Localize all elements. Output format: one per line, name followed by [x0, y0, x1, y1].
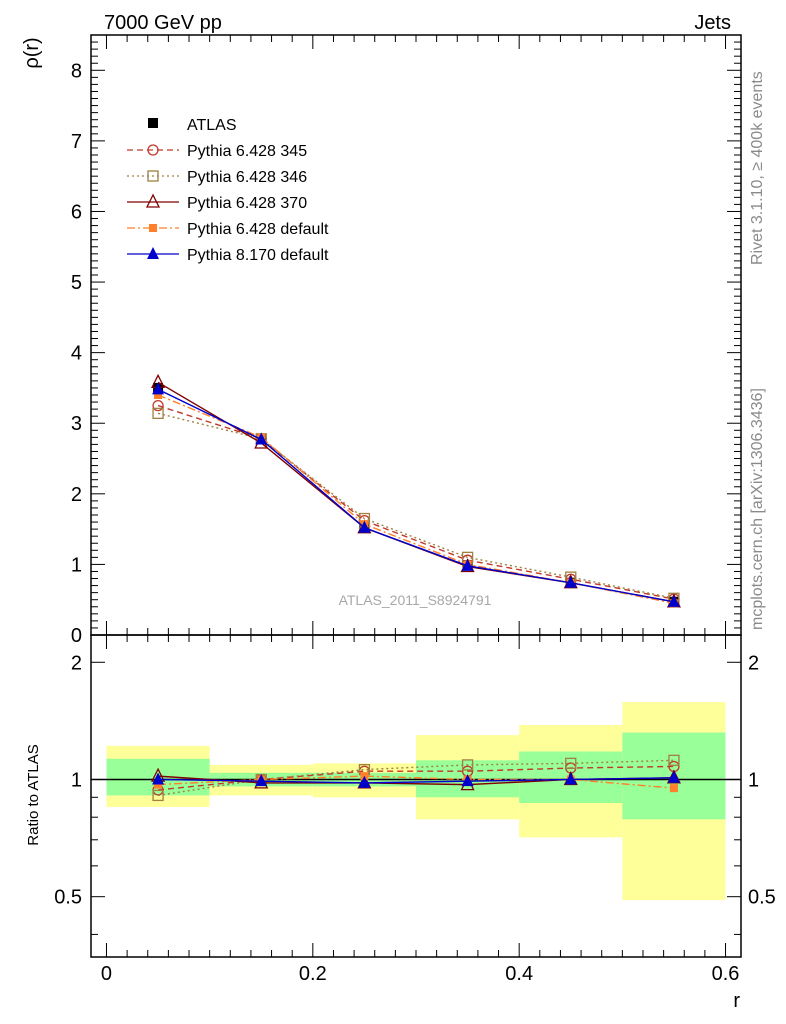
- legend-label: ATLAS: [187, 117, 237, 134]
- ratio-tick-label-right: 0.5: [748, 887, 776, 909]
- ratio-point: [152, 772, 165, 785]
- series-line: [157, 381, 675, 603]
- ratio-point: [358, 775, 371, 788]
- legend-marker: [147, 247, 159, 259]
- ratio-point: [668, 754, 680, 766]
- series-point: [461, 558, 474, 571]
- y-tick-label: 2: [71, 484, 82, 506]
- series-point: [564, 575, 577, 588]
- series-point: [152, 407, 164, 420]
- ratio-line: [158, 777, 674, 784]
- ratio-plot: 0 0.2 0.4 0.6 0.5 0.5 1 1 2 2: [54, 634, 776, 985]
- x-tick-label: 0.4: [505, 963, 533, 985]
- x-axis-label: r: [733, 990, 740, 1012]
- y-tick-label: 7: [71, 131, 82, 153]
- ratio-tick-label-right: 2: [748, 652, 759, 674]
- title-right: Jets: [694, 12, 731, 34]
- series-point: [255, 432, 268, 445]
- series-point: [667, 594, 680, 607]
- ratio-axis-label: Ratio to ATLAS: [25, 744, 42, 845]
- ratio-point: [565, 757, 577, 770]
- y-tick-label: 4: [71, 343, 82, 365]
- series-point: [152, 399, 164, 412]
- ratio-tick-label: 0.5: [54, 887, 82, 909]
- legend-label: Pythia 6.428 370: [187, 195, 307, 212]
- legend-marker-atlas: [148, 118, 158, 128]
- ratio-point: [255, 774, 268, 787]
- ratio-point: [461, 759, 474, 771]
- y-tick-label: 0: [71, 625, 82, 647]
- series-point: [358, 520, 371, 533]
- y-tick-label: 3: [71, 413, 82, 435]
- ratio-point: [154, 780, 163, 789]
- legend-label: Pythia 6.428 346: [187, 169, 307, 186]
- series-line: [157, 388, 675, 603]
- series-point: [152, 382, 165, 395]
- series-line: [157, 404, 675, 600]
- ratio-tick-label: 2: [71, 652, 82, 674]
- series-line: [157, 394, 675, 604]
- series-point: [154, 391, 163, 399]
- main-plot: 0 1 2 3 4 5 6 7 8: [71, 34, 742, 647]
- ratio-point: [669, 784, 678, 793]
- legend-label: Pythia 6.428 345: [187, 143, 307, 160]
- x-tick-label: 0.2: [299, 963, 327, 985]
- y-axis-label: ρ(r): [21, 37, 43, 68]
- reference-label: ATLAS_2011_S8924791: [339, 592, 492, 608]
- ratio-point: [667, 770, 680, 783]
- x-tick-label: 0.6: [712, 963, 740, 985]
- y-tick-label: 1: [71, 554, 82, 576]
- legend-label: Pythia 6.428 default: [187, 221, 329, 238]
- y-tick-label: 6: [71, 201, 82, 223]
- series-line: [157, 412, 675, 599]
- side-label-mcplots: mcplots.cern.ch [arXiv:1306.3436]: [749, 388, 766, 630]
- title-left: 7000 GeV pp: [104, 12, 222, 34]
- legend-marker: [147, 170, 159, 182]
- y-tick-label: 8: [71, 60, 82, 82]
- legend-marker: [147, 144, 159, 156]
- x-tick-label: 0: [101, 963, 112, 985]
- ratio-line: [157, 765, 674, 791]
- legend-marker: [145, 193, 161, 208]
- ratio-point: [152, 789, 164, 802]
- y-tick-label: 5: [71, 272, 82, 294]
- ratio-point: [461, 774, 474, 787]
- legend: ATLAS Pythia 6.428 345 Pythia 6.428 346 Pyt…: [127, 117, 329, 264]
- ratio-point: [564, 772, 577, 785]
- legend-label: Pythia 8.170 default: [187, 247, 329, 264]
- legend-marker: [149, 224, 157, 232]
- ratio-tick-label-right: 1: [748, 769, 759, 791]
- side-label-rivet: Rivet 3.1.10, ≥ 400k events: [749, 71, 766, 265]
- ratio-tick-label: 1: [71, 769, 82, 791]
